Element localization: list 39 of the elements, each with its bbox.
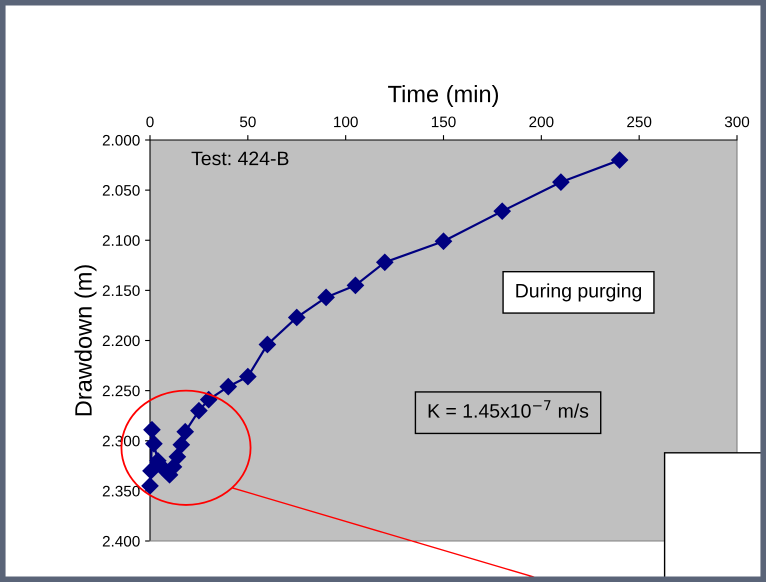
point xyxy=(346,276,364,294)
x-tick-label: 250 xyxy=(627,116,652,128)
x-tick-label: 50 xyxy=(240,116,256,128)
y-tick-label: 2.050 xyxy=(102,184,140,196)
y-tick-label: 2.100 xyxy=(102,235,140,246)
y-tick-label: 2.350 xyxy=(102,486,140,497)
point xyxy=(172,436,190,454)
point xyxy=(552,174,570,191)
y-tick-label: 2.200 xyxy=(102,335,140,346)
annotation: During purging xyxy=(516,283,642,302)
y-tick-label: 2.000 xyxy=(102,134,140,146)
point xyxy=(288,308,306,326)
y-axis-title: Drawdown (m) xyxy=(74,265,96,416)
y-tick-label: 2.150 xyxy=(102,285,140,296)
point xyxy=(220,378,237,396)
x-tick-label: 200 xyxy=(529,116,554,128)
x-tick-label: 150 xyxy=(432,116,456,128)
point xyxy=(145,435,162,452)
annotation: Test: 424-B xyxy=(192,152,288,166)
point xyxy=(376,254,394,271)
point xyxy=(494,202,511,220)
point xyxy=(239,368,256,386)
y-tick-label: 2.400 xyxy=(102,536,140,547)
y-tick-label: 2.250 xyxy=(102,385,140,396)
point xyxy=(434,232,452,250)
point xyxy=(190,402,208,420)
annotation: K = 1.45x10$^{−7}$ m/s xyxy=(428,400,588,418)
point xyxy=(168,448,186,466)
point xyxy=(611,152,628,169)
point xyxy=(176,423,194,440)
point xyxy=(142,462,160,480)
point xyxy=(258,336,276,354)
x-axis-title: Time (min) xyxy=(388,85,498,108)
point xyxy=(143,421,161,438)
x-tick-label: 100 xyxy=(334,116,358,128)
x-tick-label: 300 xyxy=(724,116,750,128)
point xyxy=(141,477,159,494)
x-tick-label: 0 xyxy=(146,116,154,128)
point xyxy=(318,288,335,306)
